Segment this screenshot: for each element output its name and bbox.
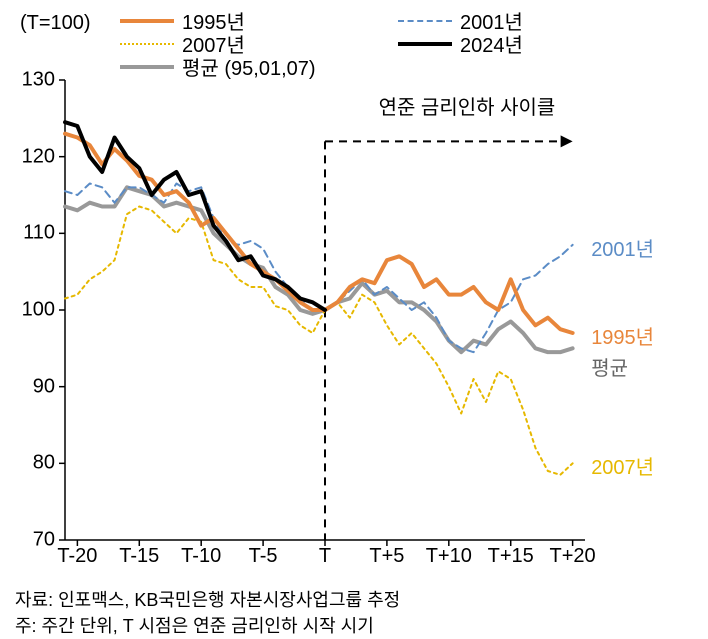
legend-label-avg: 평균 (95,01,07) — [182, 52, 316, 81]
y-tick: 130 — [22, 69, 55, 92]
legend-swatch-2001 — [398, 20, 452, 22]
legend-swatch-2007 — [120, 43, 174, 45]
y-axis: 708090100110120130 — [10, 80, 65, 540]
end-label: 1995년 — [591, 321, 654, 350]
y-tick: 100 — [22, 299, 55, 322]
plot-svg — [65, 80, 585, 540]
x-tick: T+15 — [488, 545, 534, 568]
plot-area — [65, 80, 585, 540]
end-label: 평균 — [591, 352, 628, 381]
footnote-note: 주: 주간 단위, T 시점은 연준 금리인하 시작 시기 — [15, 612, 374, 638]
x-tick: T-20 — [57, 545, 97, 568]
x-tick: T+5 — [369, 545, 404, 568]
end-label: 2001년 — [591, 233, 654, 262]
x-tick: T-15 — [119, 545, 159, 568]
y-tick: 90 — [33, 375, 55, 398]
y-tick: 70 — [33, 529, 55, 552]
x-tick: T+20 — [550, 545, 596, 568]
x-tick: T — [319, 545, 331, 568]
annotation-label: 연준 금리인하 사이클 — [379, 91, 556, 120]
x-axis: T-20T-15T-10T-5TT+5T+10T+15T+20 — [65, 545, 585, 570]
x-tick: T-10 — [181, 545, 221, 568]
footnote-source: 자료: 인포맥스, KB국민은행 자본시장사업그룹 추정 — [15, 586, 400, 612]
y-tick: 110 — [23, 222, 55, 245]
x-tick: T+10 — [426, 545, 472, 568]
legend-swatch-1995 — [120, 19, 174, 23]
end-label: 2007년 — [591, 451, 654, 480]
y-tick: 80 — [33, 452, 55, 475]
legend-swatch-2024 — [398, 42, 452, 46]
legend-item-2024: 2024년 — [398, 29, 523, 58]
x-tick: T-5 — [249, 545, 278, 568]
legend-label-2024: 2024년 — [460, 29, 523, 58]
chart-container: (T=100) 1995년 2001년 2007년 2024년 — [10, 5, 698, 565]
legend: 1995년 2001년 2007년 2024년 평균 — [10, 5, 698, 75]
y-tick: 120 — [22, 145, 55, 168]
legend-swatch-avg — [120, 65, 174, 69]
legend-item-avg: 평균 (95,01,07) — [120, 52, 316, 81]
